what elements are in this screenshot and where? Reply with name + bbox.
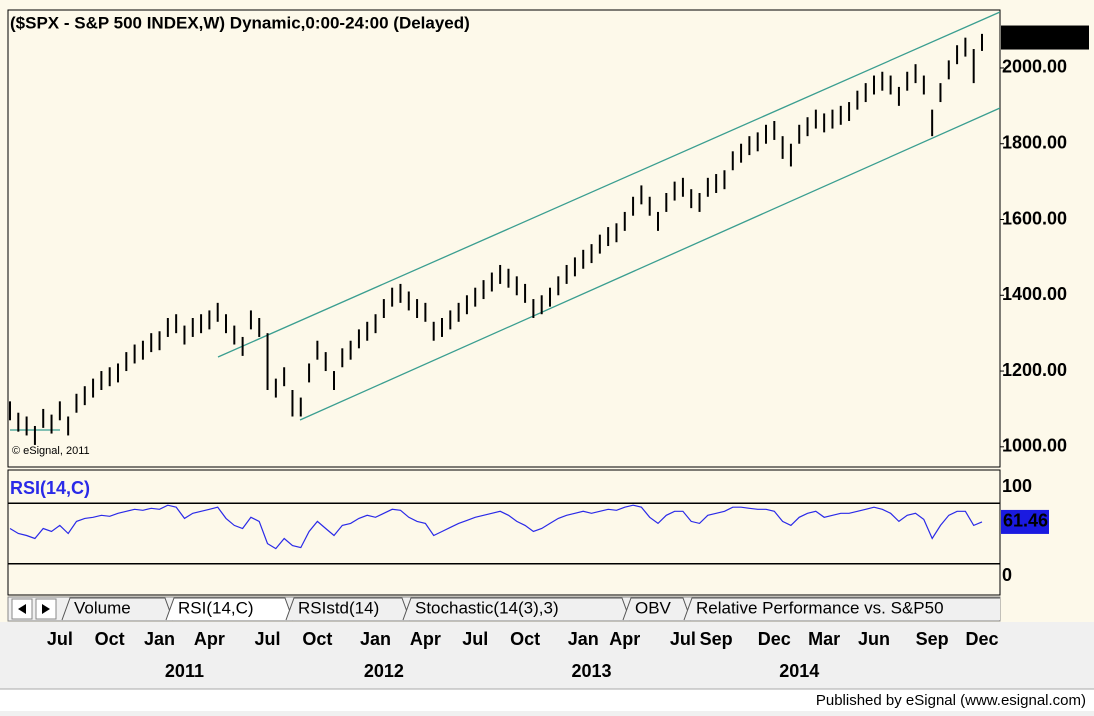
chart-title: ($SPX - S&P 500 INDEX,W) Dynamic,0:00-24… [10,13,470,32]
year-label: 2013 [572,661,612,681]
y-tick-label: 1400.00 [1002,284,1067,304]
x-tick-label: Jan [568,629,599,649]
x-tick-label: Dec [965,629,998,649]
tab-label[interactable]: OBV [635,598,672,617]
x-tick-label: Sep [700,629,733,649]
x-tick-label: Jul [462,629,488,649]
last-price-box [1001,25,1089,50]
y-tick-label: 1800.00 [1002,132,1067,152]
arrow-left [18,604,26,614]
x-tick-label: Jul [255,629,281,649]
x-tick-label: Oct [510,629,540,649]
rsi-tick-label: 100 [1002,476,1032,496]
channel-lower [299,107,1000,421]
tab [61,597,174,621]
tab [285,597,411,621]
rsi-last-box [1001,509,1049,534]
x-tick-label: Oct [302,629,332,649]
rsi-last-value: 61.46 [1003,511,1048,531]
tab-label[interactable]: RSI(14,C) [178,598,254,617]
watermark: © eSignal, 2011 [12,445,90,457]
x-tick-label: Jan [360,629,391,649]
year-label: 2014 [779,661,819,681]
footer: Published by eSignal (www.esignal.com) [816,692,1086,709]
tab [165,597,294,621]
channel-upper [217,11,1000,358]
y-tick-label: 2000.00 [1002,57,1067,77]
tab-label[interactable]: Stochastic(14(3),3) [415,598,559,617]
y-tick-label: 1600.00 [1002,208,1067,228]
x-tick-label: Apr [410,629,441,649]
x-tick-label: Apr [609,629,640,649]
tab [683,597,1000,621]
footer-bar [0,689,1094,711]
rsi-tick-label: 0 [1002,565,1012,585]
tab-label[interactable]: Relative Performance vs. S&P50 [696,598,944,617]
tab [402,597,631,621]
rsi-line [9,504,983,550]
price-panel [7,9,1001,468]
x-tick-label: Apr [194,629,225,649]
x-tick-label: Mar [808,629,840,649]
tab-label[interactable]: RSIstd(14) [298,598,379,617]
x-tick-label: Dec [758,629,791,649]
x-tick-label: Jul [670,629,696,649]
tab [622,597,692,621]
x-tick-label: Sep [916,629,949,649]
x-tick-label: Jan [144,629,175,649]
last-price: 2080.35 [1003,26,1068,46]
tab-label[interactable]: Volume [74,598,131,617]
arrow-right [42,604,50,614]
y-tick-label: 1200.00 [1002,360,1067,380]
year-label: 2011 [165,661,204,681]
x-tick-label: Jun [858,629,890,649]
x-tick-label: Oct [95,629,125,649]
rsi-panel [7,469,1001,596]
y-tick-label: 1000.00 [1002,436,1067,456]
rsi-title: RSI(14,C) [10,478,90,498]
year-label: 2012 [364,661,404,681]
x-tick-label: Jul [47,629,73,649]
